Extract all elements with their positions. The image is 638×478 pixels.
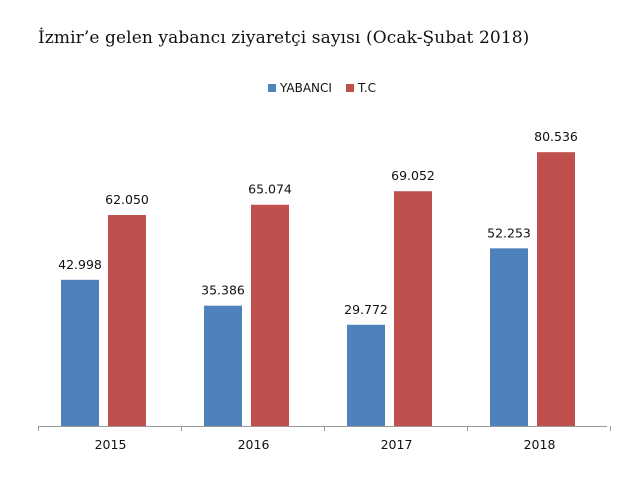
- legend-swatch-yabanci: [268, 84, 276, 92]
- legend-label-yabanci: YABANCI: [280, 81, 332, 95]
- legend-item-yabanci: YABANCI: [268, 81, 332, 95]
- x-tick-label-2017: 2017: [381, 437, 413, 452]
- data-label-t-c-2015: 62.050: [105, 192, 149, 207]
- bar-t-c-2015: [108, 215, 146, 426]
- bar-t-c-2016: [251, 204, 289, 426]
- bar-yabanci-2016: [204, 305, 242, 426]
- data-label-yabanci-2016: 35.386: [201, 283, 245, 298]
- data-label-yabanci-2018: 52.253: [487, 225, 531, 240]
- chart-legend: YABANCI T.C: [268, 81, 390, 95]
- bar-t-c-2017: [394, 191, 432, 426]
- chart-title: İzmir’e gelen yabancı ziyaretçi sayısı (…: [38, 28, 530, 48]
- x-tick-label-2016: 2016: [238, 437, 270, 452]
- legend-label-tc: T.C: [357, 81, 377, 95]
- bar-yabanci-2018: [490, 248, 528, 426]
- bar-yabanci-2017: [347, 324, 385, 426]
- data-label-t-c-2016: 65.074: [248, 182, 292, 197]
- bar-yabanci-2015: [61, 279, 99, 426]
- data-label-yabanci-2015: 42.998: [58, 257, 102, 272]
- data-label-yabanci-2017: 29.772: [344, 302, 388, 317]
- x-tick-label-2015: 2015: [95, 437, 127, 452]
- data-label-t-c-2017: 69.052: [391, 168, 435, 183]
- x-tick-label-2018: 2018: [524, 437, 556, 452]
- data-label-t-c-2018: 80.536: [534, 129, 578, 144]
- legend-swatch-tc: [345, 84, 354, 92]
- legend-item-tc: T.C: [345, 81, 377, 95]
- bar-t-c-2018: [537, 152, 575, 426]
